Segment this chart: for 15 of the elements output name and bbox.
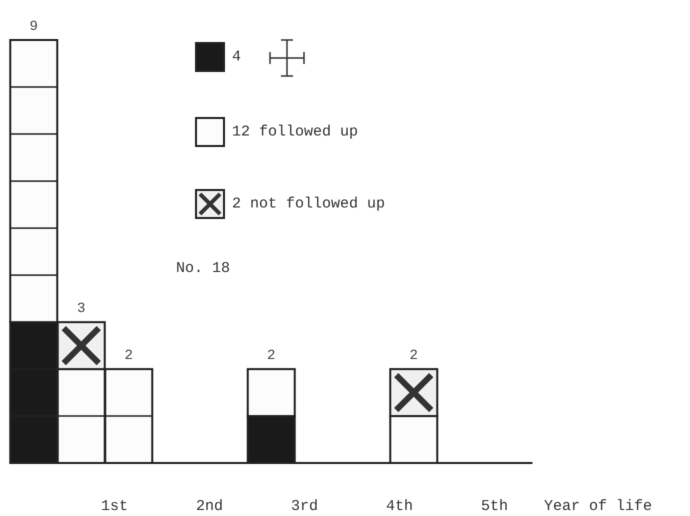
annotation: 2 xyxy=(124,348,133,364)
x-tick-label: 4th xyxy=(386,498,414,515)
legend-label: 12 followed up xyxy=(232,124,358,140)
annotation: 2 xyxy=(267,348,276,364)
x-tick-label: 2nd xyxy=(196,498,224,515)
legend-label: 2 not followed up xyxy=(232,196,386,212)
annotation: 2 xyxy=(410,348,418,364)
x-tick-label: 5th xyxy=(480,498,508,515)
x-tick-label: 3rd xyxy=(290,498,318,515)
legend-label: 4 xyxy=(232,48,242,66)
x-tick-label: 1st xyxy=(100,498,128,515)
x-axis-title: Year of life xyxy=(544,498,652,515)
annotation: 3 xyxy=(77,301,86,318)
annotation: No. 18 xyxy=(176,260,230,277)
annotation: 9 xyxy=(30,19,38,35)
